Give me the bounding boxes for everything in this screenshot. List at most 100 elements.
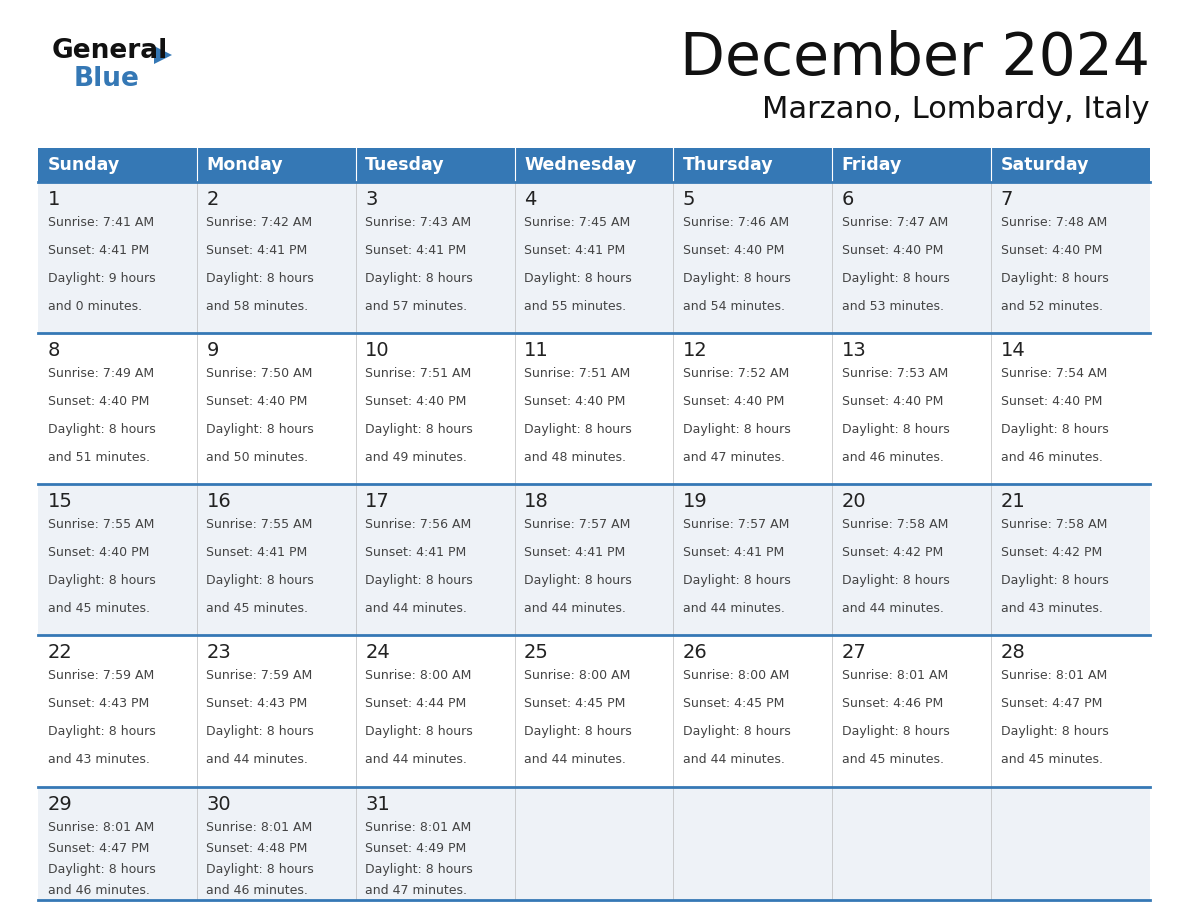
Text: and 43 minutes.: and 43 minutes. — [48, 754, 150, 767]
Text: Sunrise: 7:59 AM: Sunrise: 7:59 AM — [48, 669, 153, 682]
Text: 7: 7 — [1000, 190, 1013, 209]
Text: 13: 13 — [842, 341, 866, 360]
Text: Sunrise: 7:48 AM: Sunrise: 7:48 AM — [1000, 216, 1107, 229]
Text: Daylight: 8 hours: Daylight: 8 hours — [683, 725, 791, 738]
Text: Sunrise: 7:47 AM: Sunrise: 7:47 AM — [842, 216, 948, 229]
Text: Sunrise: 7:59 AM: Sunrise: 7:59 AM — [207, 669, 312, 682]
Text: and 44 minutes.: and 44 minutes. — [842, 602, 943, 615]
Text: Daylight: 8 hours: Daylight: 8 hours — [365, 423, 473, 436]
Bar — [38, 148, 197, 182]
Bar — [514, 148, 674, 182]
Text: Sunrise: 8:00 AM: Sunrise: 8:00 AM — [365, 669, 472, 682]
Text: Sunrise: 7:43 AM: Sunrise: 7:43 AM — [365, 216, 472, 229]
Text: Sunrise: 7:58 AM: Sunrise: 7:58 AM — [842, 519, 948, 532]
Text: Daylight: 8 hours: Daylight: 8 hours — [1000, 575, 1108, 588]
Text: and 57 minutes.: and 57 minutes. — [365, 300, 467, 313]
Text: Sunrise: 7:52 AM: Sunrise: 7:52 AM — [683, 367, 789, 380]
Text: and 46 minutes.: and 46 minutes. — [1000, 451, 1102, 465]
Text: and 44 minutes.: and 44 minutes. — [524, 754, 626, 767]
Text: Daylight: 8 hours: Daylight: 8 hours — [683, 423, 791, 436]
Text: Daylight: 8 hours: Daylight: 8 hours — [842, 575, 949, 588]
Text: Sunrise: 7:45 AM: Sunrise: 7:45 AM — [524, 216, 631, 229]
Text: 11: 11 — [524, 341, 549, 360]
Text: and 49 minutes.: and 49 minutes. — [365, 451, 467, 465]
Text: Sunset: 4:41 PM: Sunset: 4:41 PM — [207, 244, 308, 257]
Text: and 44 minutes.: and 44 minutes. — [524, 602, 626, 615]
Text: Sunset: 4:41 PM: Sunset: 4:41 PM — [207, 546, 308, 559]
Text: Daylight: 8 hours: Daylight: 8 hours — [842, 272, 949, 285]
Text: 3: 3 — [365, 190, 378, 209]
Text: Daylight: 8 hours: Daylight: 8 hours — [524, 272, 632, 285]
Text: and 0 minutes.: and 0 minutes. — [48, 300, 141, 313]
Text: Sunset: 4:42 PM: Sunset: 4:42 PM — [842, 546, 943, 559]
Text: Saturday: Saturday — [1000, 156, 1089, 174]
Bar — [674, 148, 833, 182]
Text: and 45 minutes.: and 45 minutes. — [1000, 754, 1102, 767]
Text: and 46 minutes.: and 46 minutes. — [842, 451, 943, 465]
Text: Sunday: Sunday — [48, 156, 120, 174]
Text: and 48 minutes.: and 48 minutes. — [524, 451, 626, 465]
Text: 22: 22 — [48, 644, 72, 663]
Text: Sunrise: 7:57 AM: Sunrise: 7:57 AM — [683, 519, 789, 532]
Text: Sunset: 4:44 PM: Sunset: 4:44 PM — [365, 698, 467, 711]
Text: Sunset: 4:45 PM: Sunset: 4:45 PM — [683, 698, 784, 711]
Text: Sunset: 4:41 PM: Sunset: 4:41 PM — [524, 546, 625, 559]
Text: and 44 minutes.: and 44 minutes. — [683, 602, 785, 615]
Text: Sunset: 4:46 PM: Sunset: 4:46 PM — [842, 698, 943, 711]
Text: and 47 minutes.: and 47 minutes. — [683, 451, 785, 465]
Text: Sunrise: 8:01 AM: Sunrise: 8:01 AM — [48, 821, 153, 834]
Text: 26: 26 — [683, 644, 708, 663]
Text: Sunrise: 7:55 AM: Sunrise: 7:55 AM — [48, 519, 154, 532]
Text: Sunrise: 7:57 AM: Sunrise: 7:57 AM — [524, 519, 631, 532]
Text: Daylight: 8 hours: Daylight: 8 hours — [683, 272, 791, 285]
Text: Wednesday: Wednesday — [524, 156, 637, 174]
Text: 19: 19 — [683, 492, 708, 511]
Text: Sunset: 4:41 PM: Sunset: 4:41 PM — [365, 244, 467, 257]
Text: Sunset: 4:40 PM: Sunset: 4:40 PM — [207, 395, 308, 409]
Text: Tuesday: Tuesday — [365, 156, 444, 174]
Text: and 46 minutes.: and 46 minutes. — [207, 883, 308, 897]
Text: Daylight: 8 hours: Daylight: 8 hours — [365, 863, 473, 876]
Bar — [355, 148, 514, 182]
Bar — [197, 148, 355, 182]
Text: and 52 minutes.: and 52 minutes. — [1000, 300, 1102, 313]
Text: Sunrise: 7:49 AM: Sunrise: 7:49 AM — [48, 367, 153, 380]
Text: Daylight: 8 hours: Daylight: 8 hours — [48, 575, 156, 588]
Text: Daylight: 8 hours: Daylight: 8 hours — [365, 725, 473, 738]
Text: Daylight: 8 hours: Daylight: 8 hours — [207, 423, 314, 436]
Bar — [38, 333, 1150, 485]
Text: Daylight: 8 hours: Daylight: 8 hours — [365, 575, 473, 588]
Text: and 53 minutes.: and 53 minutes. — [842, 300, 943, 313]
Text: Daylight: 8 hours: Daylight: 8 hours — [207, 725, 314, 738]
Text: Sunrise: 7:56 AM: Sunrise: 7:56 AM — [365, 519, 472, 532]
Text: Daylight: 8 hours: Daylight: 8 hours — [842, 725, 949, 738]
Text: Sunset: 4:40 PM: Sunset: 4:40 PM — [365, 395, 467, 409]
Text: Daylight: 9 hours: Daylight: 9 hours — [48, 272, 156, 285]
Text: Sunset: 4:40 PM: Sunset: 4:40 PM — [842, 395, 943, 409]
Text: Daylight: 8 hours: Daylight: 8 hours — [842, 423, 949, 436]
Text: Sunset: 4:40 PM: Sunset: 4:40 PM — [48, 546, 148, 559]
Text: 20: 20 — [842, 492, 866, 511]
Bar — [38, 182, 1150, 333]
Text: Sunrise: 7:50 AM: Sunrise: 7:50 AM — [207, 367, 312, 380]
Text: Sunset: 4:41 PM: Sunset: 4:41 PM — [524, 244, 625, 257]
Text: Marzano, Lombardy, Italy: Marzano, Lombardy, Italy — [763, 95, 1150, 124]
Text: and 45 minutes.: and 45 minutes. — [207, 602, 309, 615]
Text: Daylight: 8 hours: Daylight: 8 hours — [524, 725, 632, 738]
Text: Sunset: 4:43 PM: Sunset: 4:43 PM — [48, 698, 148, 711]
Bar — [38, 787, 1150, 900]
Text: Sunrise: 7:42 AM: Sunrise: 7:42 AM — [207, 216, 312, 229]
Polygon shape — [154, 46, 172, 64]
Text: 6: 6 — [842, 190, 854, 209]
Text: 5: 5 — [683, 190, 695, 209]
Text: 18: 18 — [524, 492, 549, 511]
Text: Sunset: 4:41 PM: Sunset: 4:41 PM — [48, 244, 148, 257]
Text: 16: 16 — [207, 492, 232, 511]
Text: 17: 17 — [365, 492, 390, 511]
Text: 31: 31 — [365, 795, 390, 813]
Text: and 44 minutes.: and 44 minutes. — [207, 754, 308, 767]
Text: 10: 10 — [365, 341, 390, 360]
Text: and 43 minutes.: and 43 minutes. — [1000, 602, 1102, 615]
Text: Sunset: 4:43 PM: Sunset: 4:43 PM — [207, 698, 308, 711]
Text: Daylight: 8 hours: Daylight: 8 hours — [524, 575, 632, 588]
